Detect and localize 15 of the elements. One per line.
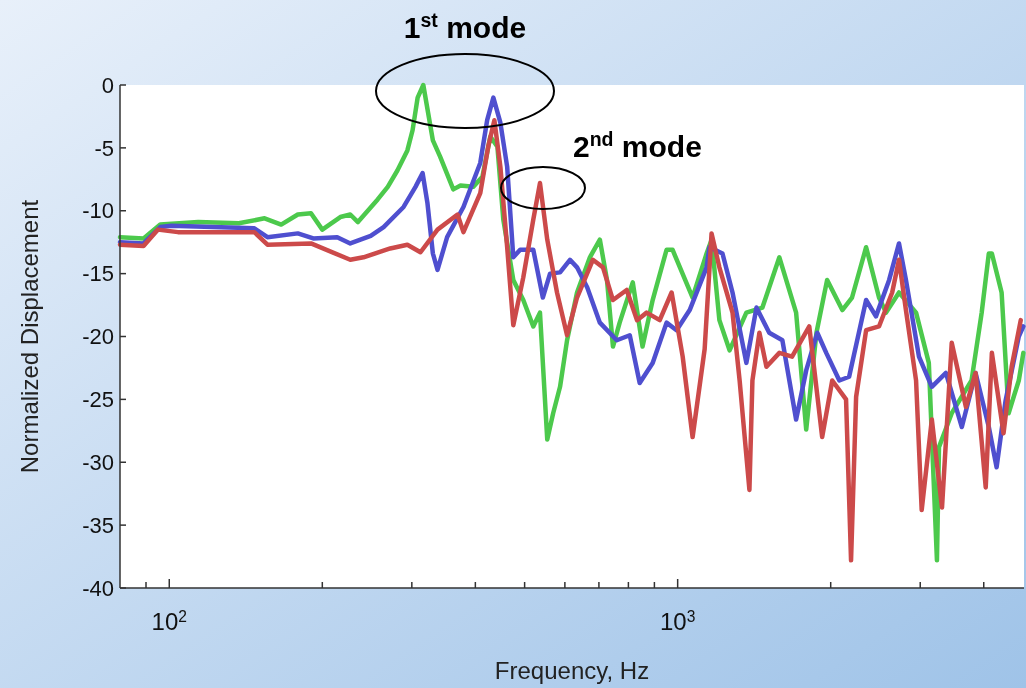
y-tick-label: -40	[82, 575, 114, 601]
y-tick-label: -10	[82, 198, 114, 224]
y-tick-label: -25	[82, 387, 114, 413]
x-tick-label: 10$^{3}$	[659, 607, 696, 635]
y-tick-label: 0	[101, 72, 114, 98]
x-tick-label: 10$^{2}$	[151, 607, 187, 635]
y-tick-label: -30	[82, 449, 114, 475]
text: 1$^{st}$ mode	[403, 9, 527, 44]
y-tick-label: -15	[82, 261, 114, 287]
y-tick-label: -20	[82, 324, 114, 350]
x-axis-title: Frequency, Hz	[494, 657, 650, 684]
annotation: 2$^{nd}$ mode	[573, 128, 702, 163]
y-tick-label: -5	[94, 135, 114, 161]
y-tick-label: -35	[82, 512, 114, 538]
y-axis-title: Normalized Displacement	[16, 199, 43, 474]
